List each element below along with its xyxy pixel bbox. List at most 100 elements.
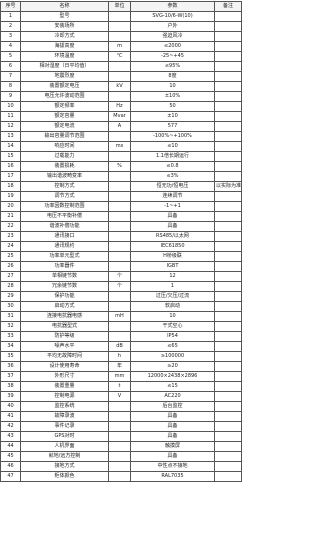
- table-cell: 人机界面: [20, 441, 109, 452]
- table-cell: [214, 291, 242, 302]
- table-cell: 26: [0, 261, 21, 272]
- table-row: 13 输出容量调节范围 -100%~+100%: [0, 131, 242, 142]
- table-cell: RS485/以太网: [130, 231, 215, 242]
- header-cell: 备注: [214, 1, 242, 12]
- table-cell: 5: [0, 51, 21, 62]
- table-cell: 31: [0, 311, 21, 322]
- table-cell: 强迫风冷: [130, 31, 215, 42]
- table-cell: 以实际为准: [214, 181, 242, 192]
- table-row: 10 额定频率 Hz 50: [0, 101, 242, 112]
- table-cell: [214, 261, 242, 272]
- table-row: 35 平均无故障时间 h ≥100000: [0, 351, 242, 362]
- table-cell: [108, 421, 131, 432]
- table-row: 3 冷却方式 强迫风冷: [0, 31, 242, 42]
- table-cell: 具备: [130, 451, 215, 462]
- table-cell: 防护等级: [20, 331, 109, 342]
- table-row: 9 电压允许波动范围 ±10%: [0, 91, 242, 102]
- table-cell: Hz: [108, 101, 131, 112]
- table-cell: [108, 261, 131, 272]
- table-cell: Mvar: [108, 111, 131, 122]
- table-cell: 46: [0, 461, 21, 472]
- table-cell: [108, 91, 131, 102]
- table-cell: RAL7035: [130, 471, 215, 482]
- table-cell: [214, 191, 242, 202]
- table-cell: 功率器件: [20, 261, 109, 272]
- table-cell: [214, 201, 242, 212]
- table-cell: 30: [0, 301, 21, 312]
- table-cell: 具备: [130, 221, 215, 232]
- table-cell: 调节方式: [20, 191, 109, 202]
- table-cell: [214, 311, 242, 322]
- table-cell: IGBT: [130, 261, 215, 272]
- table-cell: [214, 121, 242, 132]
- table-cell: 12: [0, 121, 21, 132]
- table-cell: 就地/远方控制: [20, 451, 109, 462]
- table-row: 29 保护功能 过压/欠压/过流: [0, 291, 242, 302]
- table-cell: [214, 331, 242, 342]
- table-cell: ≥100000: [130, 351, 215, 362]
- table-row: 34 噪声水平 dB ≤65: [0, 341, 242, 352]
- table-cell: 装置额定电压: [20, 81, 109, 92]
- table-row: 36 设计使用寿命年 ≥20: [0, 361, 242, 372]
- table-cell: 电压不平衡补偿: [20, 211, 109, 222]
- table-row: 37 外形尺寸 mm 12000×2438×2896: [0, 371, 242, 382]
- table-row: 25 功率单元型式 H桥级联: [0, 251, 242, 262]
- table-cell: [214, 221, 242, 232]
- table-cell: 13: [0, 131, 21, 142]
- spec-table: 序号 名称 单位 参数 备注 1 型号 SVG-10/6-W(10) 2 安装场所 户外 3 冷却方式强…: [0, 1, 242, 482]
- table-row: 30 启动方式 软启动: [0, 301, 242, 312]
- table-cell: 设计使用寿命: [20, 361, 109, 372]
- table-cell: [214, 91, 242, 102]
- table-cell: 功率因数控制范围: [20, 201, 109, 212]
- table-cell: [214, 321, 242, 332]
- table-cell: 连接电抗器电感: [20, 311, 109, 322]
- table-cell: 谐波补偿功能: [20, 221, 109, 232]
- table-row: 44 人机界面 触摸屏: [0, 441, 242, 452]
- table-cell: 通讯规约: [20, 241, 109, 252]
- table-cell: 冗余链节数: [20, 281, 109, 292]
- table-cell: [108, 181, 131, 192]
- table-cell: [108, 461, 131, 472]
- table-cell: 电压允许波动范围: [20, 91, 109, 102]
- table-row: 15 过载能力 1.1倍长期运行: [0, 151, 242, 162]
- table-cell: [214, 101, 242, 112]
- table-cell: 装置重量: [20, 381, 109, 392]
- table-cell: 15: [0, 151, 21, 162]
- table-cell: 事件记录: [20, 421, 109, 432]
- table-cell: 50: [130, 101, 215, 112]
- table-cell: 个: [108, 271, 131, 282]
- table-cell: [214, 381, 242, 392]
- table-cell: 响应时间: [20, 141, 109, 152]
- table-row: 26 功率器件 IGBT: [0, 261, 242, 272]
- table-cell: -1~+1: [130, 201, 215, 212]
- table-cell: 1: [0, 11, 21, 22]
- table-cell: 相对湿度（日平均值）: [20, 61, 109, 72]
- table-cell: 软启动: [130, 301, 215, 312]
- table-cell: 保护功能: [20, 291, 109, 302]
- table-cell: [214, 61, 242, 72]
- table-cell: [108, 331, 131, 342]
- table-row: 33 防护等级 IP54: [0, 331, 242, 342]
- table-row: 7 地震烈度 8度: [0, 71, 242, 82]
- table-cell: 1.1倍长期运行: [130, 151, 215, 162]
- table-row: 20 功率因数控制范围 -1~+1: [0, 201, 242, 212]
- table-row: 14 响应时间 ms ≤10: [0, 141, 242, 152]
- table-cell: dB: [108, 341, 131, 352]
- table-cell: 7: [0, 71, 21, 82]
- table-cell: IP54: [130, 331, 215, 342]
- table-cell: 4: [0, 41, 21, 52]
- table-row: 41 故障录波 具备: [0, 411, 242, 422]
- table-cell: 通讯接口: [20, 231, 109, 242]
- table-cell: [108, 251, 131, 262]
- table-row: 32 电抗器型式 干式空心: [0, 321, 242, 332]
- table-cell: [108, 431, 131, 442]
- table-cell: 8: [0, 81, 21, 92]
- table-cell: [108, 321, 131, 332]
- table-cell: 监控系统: [20, 401, 109, 412]
- table-cell: ms: [108, 141, 131, 152]
- table-cell: [214, 431, 242, 442]
- table-cell: [108, 71, 131, 82]
- table-row: 31 连接电抗器电感 mH 10: [0, 311, 242, 322]
- table-cell: 型号: [20, 11, 109, 22]
- table-cell: [108, 131, 131, 142]
